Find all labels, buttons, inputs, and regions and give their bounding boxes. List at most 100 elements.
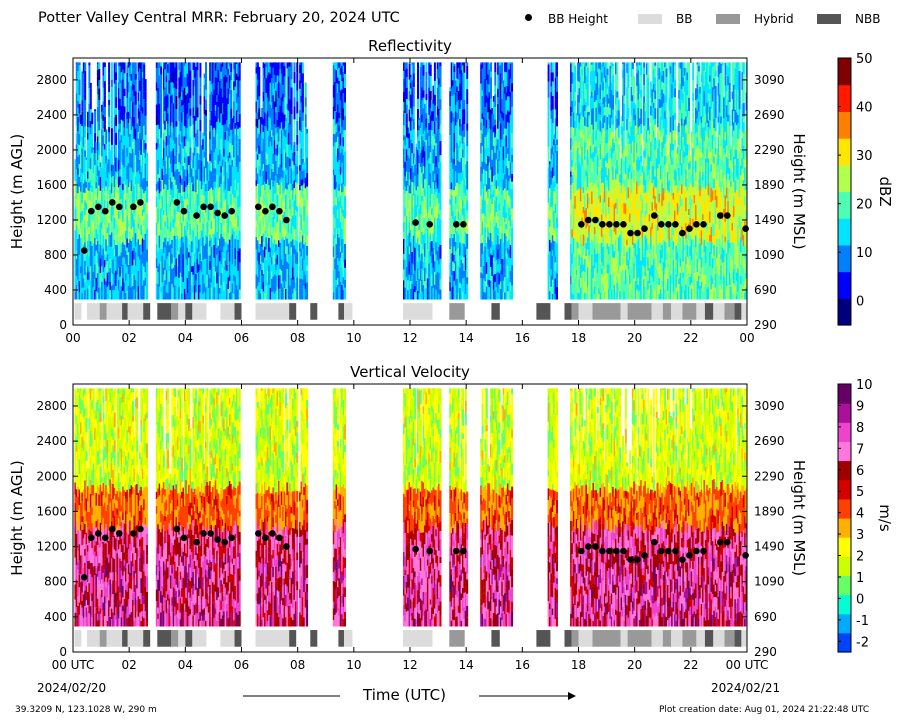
data-cell [122, 234, 125, 243]
data-cell [115, 80, 118, 86]
data-cell [160, 191, 163, 199]
data-cell [160, 230, 163, 241]
data-cell [120, 90, 123, 106]
data-cell [183, 169, 186, 181]
data-cell [162, 166, 165, 176]
data-cell [112, 164, 115, 170]
data-cell [169, 194, 172, 202]
data-cell [133, 128, 136, 139]
data-cell [125, 112, 127, 125]
data-cell [296, 284, 299, 292]
data-cell [108, 246, 111, 260]
data-cell [296, 183, 299, 196]
data-cell [155, 268, 158, 284]
data-cell [82, 174, 85, 184]
data-cell [127, 210, 130, 221]
data-cell [155, 62, 158, 69]
data-cell [143, 125, 146, 140]
data-cell [293, 65, 296, 72]
data-cell [192, 176, 195, 185]
data-cell [164, 69, 167, 80]
data-cell [101, 228, 104, 238]
legend-label: BB Height [548, 12, 608, 26]
data-cell [110, 62, 113, 70]
data-cell [89, 134, 92, 147]
data-cell [137, 62, 140, 72]
data-cell [162, 82, 165, 90]
data-cell [106, 201, 109, 214]
data-cell [306, 141, 309, 150]
data-cell [160, 286, 163, 293]
data-cell [106, 190, 109, 202]
data-cell [164, 87, 167, 97]
data-cell [164, 120, 167, 130]
data-cell [84, 220, 87, 228]
data-cell [199, 284, 202, 293]
data-cell [119, 185, 122, 200]
data-cell [80, 168, 82, 182]
data-cell [344, 259, 346, 268]
data-cell [134, 280, 137, 292]
data-cell [134, 206, 137, 217]
data-cell [196, 70, 199, 86]
data-cell [89, 252, 92, 267]
data-cell [160, 115, 163, 123]
data-cell [176, 275, 179, 287]
data-cell [164, 79, 167, 88]
data-cell [178, 212, 181, 225]
data-cell [306, 265, 309, 271]
data-cell [119, 132, 122, 141]
data-cell [127, 81, 130, 93]
data-cell [164, 280, 167, 289]
data-cell [139, 211, 141, 218]
data-cell [196, 239, 199, 249]
data-column [125, 112, 127, 300]
data-cell [256, 62, 259, 65]
data-cell [129, 250, 132, 265]
data-cell [119, 230, 122, 237]
data-cell [143, 219, 146, 226]
data-cell [466, 233, 469, 249]
data-cell [161, 239, 164, 249]
data-column [190, 160, 193, 300]
data-cell [80, 248, 82, 260]
data-cell [89, 280, 92, 295]
data-cell [78, 95, 81, 104]
data-cell [140, 171, 143, 181]
data-cell [175, 137, 178, 153]
data-cell [77, 71, 80, 79]
data-cell [96, 204, 99, 220]
data-cell [164, 171, 167, 185]
data-cell [112, 186, 115, 197]
data-cell [511, 259, 514, 266]
data-cell [169, 231, 172, 245]
data-cell [192, 79, 195, 96]
data-cell [141, 72, 144, 78]
data-cell [82, 62, 85, 74]
data-cell [185, 62, 188, 64]
data-cell [133, 173, 136, 186]
data-cell [494, 72, 497, 86]
data-cell [84, 289, 87, 300]
data-cell [490, 62, 492, 72]
data-cell [157, 265, 160, 273]
data-cell [174, 277, 177, 286]
data-cell [108, 132, 111, 142]
data-cell [74, 269, 77, 279]
data-cell [112, 284, 115, 290]
data-cell [102, 187, 105, 204]
data-cell [189, 261, 192, 270]
data-cell [89, 109, 92, 122]
data-cell [143, 64, 146, 71]
data-cell [283, 66, 286, 77]
data-cell [98, 279, 101, 288]
data-cell [144, 149, 147, 158]
data-cell [130, 197, 133, 209]
data-cell [84, 248, 87, 261]
data-cell [99, 245, 102, 259]
data-cell [133, 84, 136, 91]
data-cell [466, 161, 469, 176]
data-cell [77, 273, 80, 280]
data-cell [75, 162, 78, 170]
data-cell [186, 99, 189, 114]
